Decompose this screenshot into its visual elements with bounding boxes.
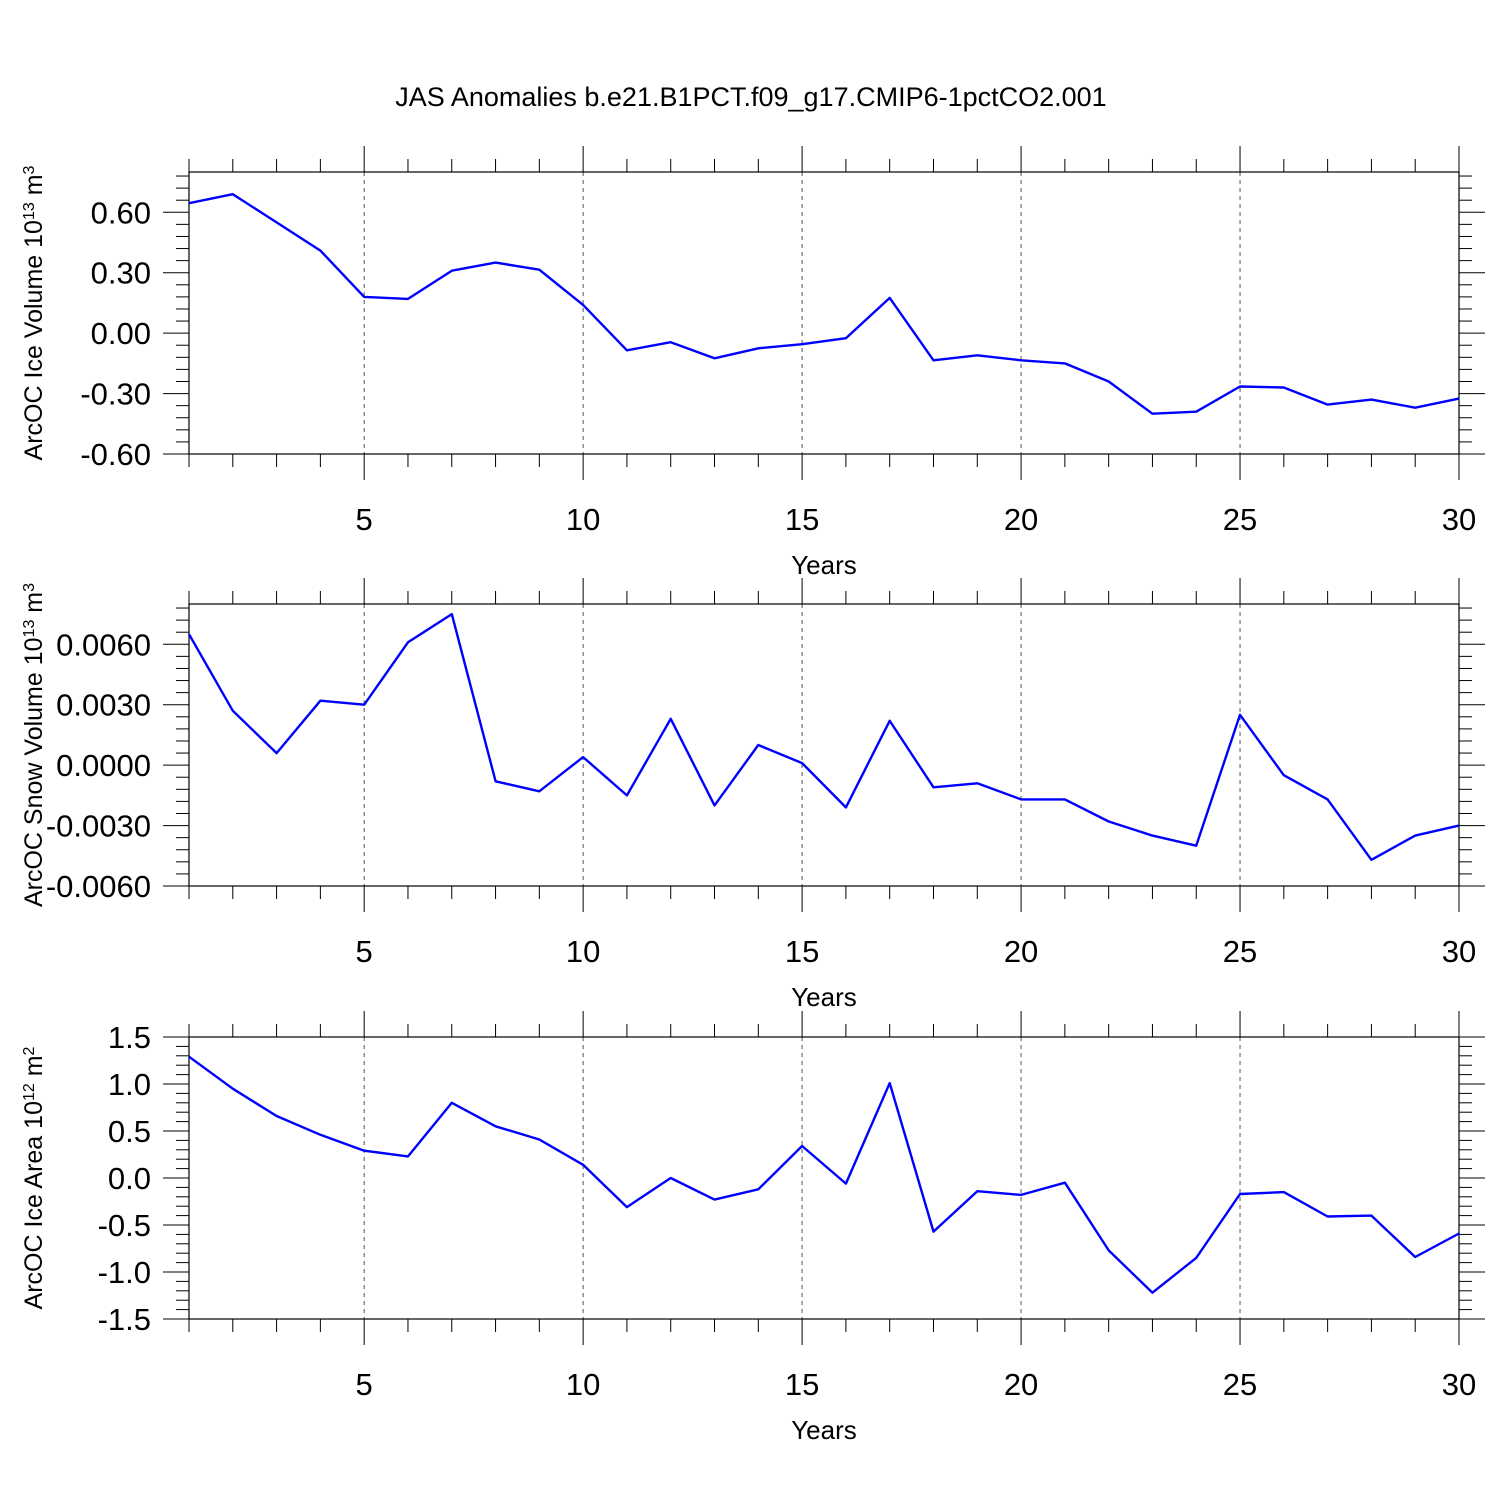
- x-tick-label: 5: [356, 502, 373, 537]
- y-tick-label: 0.30: [91, 256, 151, 291]
- y-axis-label: ArcOC Snow Volume 1013 m3: [20, 583, 48, 907]
- y-tick-label: 0.60: [91, 195, 151, 230]
- y-axis-label: ArcOC Ice Volume 1013 m3: [20, 165, 48, 460]
- chart-panel-2: -0.0060 -0.0030 0.0000 0.0030 0.0060 5 10 15 20 2…: [20, 578, 1485, 1012]
- y-tick-label: 0.0: [108, 1161, 151, 1196]
- x-tick-label: 10: [566, 934, 600, 969]
- figure-title: JAS Anomalies b.e21.B1PCT.f09_g17.CMIP6-…: [395, 82, 1106, 112]
- y-tick-label: 0.0060: [56, 627, 151, 662]
- y-tick-label: -1.5: [98, 1302, 151, 1337]
- plot-frame: [188, 603, 1460, 887]
- y-tick-label: -0.60: [80, 437, 151, 472]
- x-tick-label: 5: [356, 1367, 373, 1402]
- y-tick-label: 0.0000: [56, 748, 151, 783]
- x-tick-label: 25: [1223, 1367, 1257, 1402]
- x-tick-label: 30: [1442, 934, 1476, 969]
- y-tick-label: -1.0: [98, 1255, 151, 1290]
- x-axis-label: Years: [791, 982, 857, 1012]
- x-axis-label: Years: [791, 550, 857, 580]
- x-tick-label: 5: [356, 934, 373, 969]
- y-axis-label: ArcOC Ice Area 1012 m2: [20, 1046, 48, 1309]
- x-axis-label: Years: [791, 1415, 857, 1445]
- x-tick-label: 15: [785, 934, 819, 969]
- x-tick-label: 10: [566, 1367, 600, 1402]
- x-tick-label: 15: [785, 1367, 819, 1402]
- x-tick-label: 25: [1223, 502, 1257, 537]
- y-tick-label: -0.30: [80, 377, 151, 412]
- x-tick-label: 30: [1442, 502, 1476, 537]
- series-line: [188, 192, 1460, 415]
- x-tick-label: 30: [1442, 1367, 1476, 1402]
- y-tick-label: 0.00: [91, 316, 151, 351]
- x-tick-label: 25: [1223, 934, 1257, 969]
- series-line: [187, 612, 1460, 861]
- series-line: [188, 1055, 1460, 1294]
- y-tick-label: 1.5: [108, 1020, 151, 1055]
- chart-panel-3: -1.5 -1.0 -0.5 0.0 0.5 1.0 1.5 5 10 15 20 25 30 Years…: [20, 1011, 1485, 1445]
- y-tick-label: 0.0030: [56, 688, 151, 723]
- plot-frame: [188, 171, 1460, 455]
- y-tick-label: 0.5: [108, 1114, 151, 1149]
- x-tick-label: 20: [1004, 1367, 1038, 1402]
- y-tick-label: -0.0030: [46, 809, 151, 844]
- y-tick-label: -0.0060: [46, 869, 151, 904]
- x-tick-label: 20: [1004, 502, 1038, 537]
- x-tick-label: 15: [785, 502, 819, 537]
- x-tick-label: 20: [1004, 934, 1038, 969]
- x-tick-label: 10: [566, 502, 600, 537]
- chart-panel-1: -0.60 -0.30 0.00 0.30 0.60 5 10 15 20 25 30 Years Ar…: [20, 146, 1485, 580]
- y-tick-label: 1.0: [108, 1067, 151, 1102]
- y-tick-label: -0.5: [98, 1208, 151, 1243]
- panels: -0.60 -0.30 0.00 0.30 0.60 5 10 15 20 25 30 Years Ar…: [20, 146, 1485, 1445]
